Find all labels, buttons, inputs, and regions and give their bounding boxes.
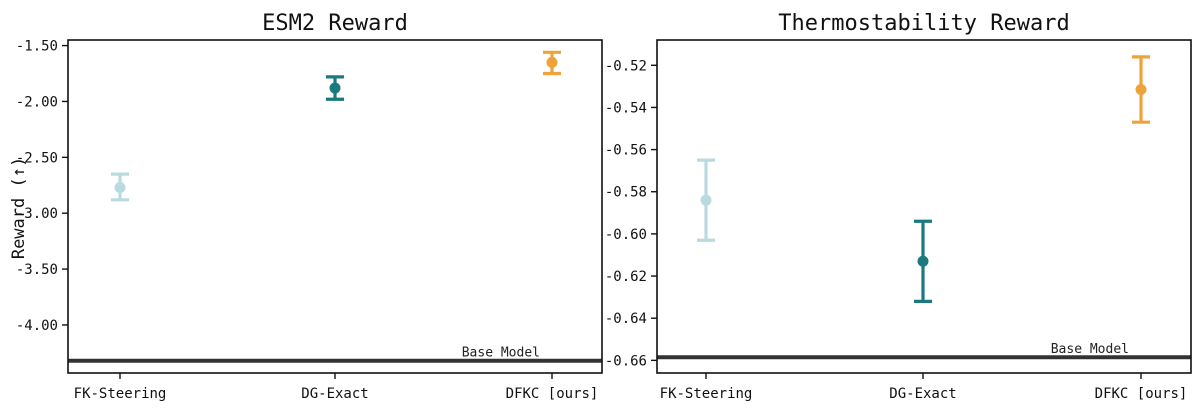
y-tick-label: -0.58 [605, 185, 647, 201]
y-tick-label: -4.00 [16, 318, 58, 334]
data-point [1135, 84, 1147, 96]
data-point [917, 255, 929, 267]
y-tick-label: -3.00 [16, 206, 58, 222]
data-point [114, 182, 126, 194]
y-tick-label: -0.52 [605, 58, 647, 74]
y-tick-label: -3.50 [16, 262, 58, 278]
x-tick-label: DFKC [ours] [1095, 386, 1188, 402]
y-tick-label: -0.64 [605, 311, 647, 327]
y-tick-label: -1.50 [16, 39, 58, 55]
y-tick-label: -0.62 [605, 269, 647, 285]
plot-frame [67, 39, 603, 374]
x-tick-label: DFKC [ours] [506, 386, 599, 402]
x-tick-label: DG-Exact [301, 386, 368, 402]
x-tick-label: FK-Steering [74, 386, 167, 402]
panel-title: ESM2 Reward [262, 11, 408, 36]
data-point [329, 82, 341, 94]
baseline-label: Base Model [462, 346, 540, 361]
x-tick-label: FK-Steering [660, 386, 753, 402]
y-tick-label: -0.66 [605, 353, 647, 369]
y-tick-label: -0.54 [605, 100, 647, 116]
data-point [546, 56, 558, 68]
panel-thermostability: Thermostability Reward -0.52 -0.54 -0.56 -0… [605, 11, 1192, 402]
y-tick-label: -0.60 [605, 227, 647, 243]
panel-esm2: ESM2 Reward Reward (↑) -1.50 -2.00 -2.50 -3… [9, 11, 603, 402]
x-tick-label: DG-Exact [889, 386, 956, 402]
y-axis-label: Reward (↑) [9, 157, 29, 259]
data-point [700, 194, 712, 206]
y-tick-label: -0.56 [605, 143, 647, 159]
plot-frame [656, 39, 1192, 374]
baseline-label: Base Model [1051, 342, 1129, 357]
y-tick-label: -2.00 [16, 94, 58, 110]
panel-title: Thermostability Reward [778, 11, 1069, 36]
y-tick-label: -2.50 [16, 150, 58, 166]
